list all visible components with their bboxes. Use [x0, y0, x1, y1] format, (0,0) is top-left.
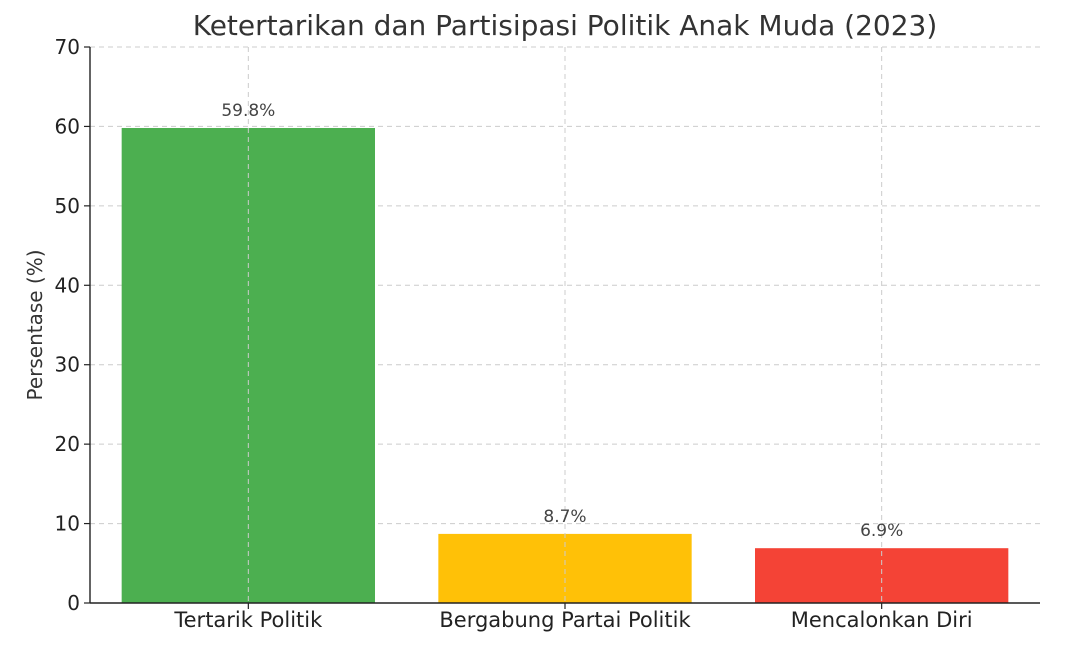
bar [755, 548, 1009, 603]
y-tick-label: 60 [55, 114, 80, 138]
x-tick-label: Mencalonkan Diri [791, 608, 973, 632]
x-tick-label: Tertarik Politik [173, 608, 323, 632]
data-label: 8.7% [543, 507, 586, 527]
bars [121, 47, 1009, 603]
y-tick-label: 10 [55, 512, 80, 536]
y-tick-label: 0 [67, 591, 80, 615]
axes [84, 46, 1040, 609]
y-tick-label: 70 [55, 35, 80, 59]
y-axis-label: Persentase (%) [23, 249, 47, 400]
y-tick-label: 40 [55, 273, 80, 297]
data-label: 59.8% [221, 101, 275, 121]
chart-title: Ketertarikan dan Partisipasi Politik Ana… [193, 9, 938, 42]
y-tick-label: 20 [55, 432, 80, 456]
y-tick-label: 50 [55, 194, 80, 218]
data-label: 6.9% [860, 521, 903, 541]
labels: 0 10 20 30 40 50 60 70 Tertarik Politik 59.8% Berg… [55, 35, 973, 632]
x-tick-label: Bergabung Partai Politik [439, 608, 691, 632]
y-tick-label: 30 [55, 353, 80, 377]
